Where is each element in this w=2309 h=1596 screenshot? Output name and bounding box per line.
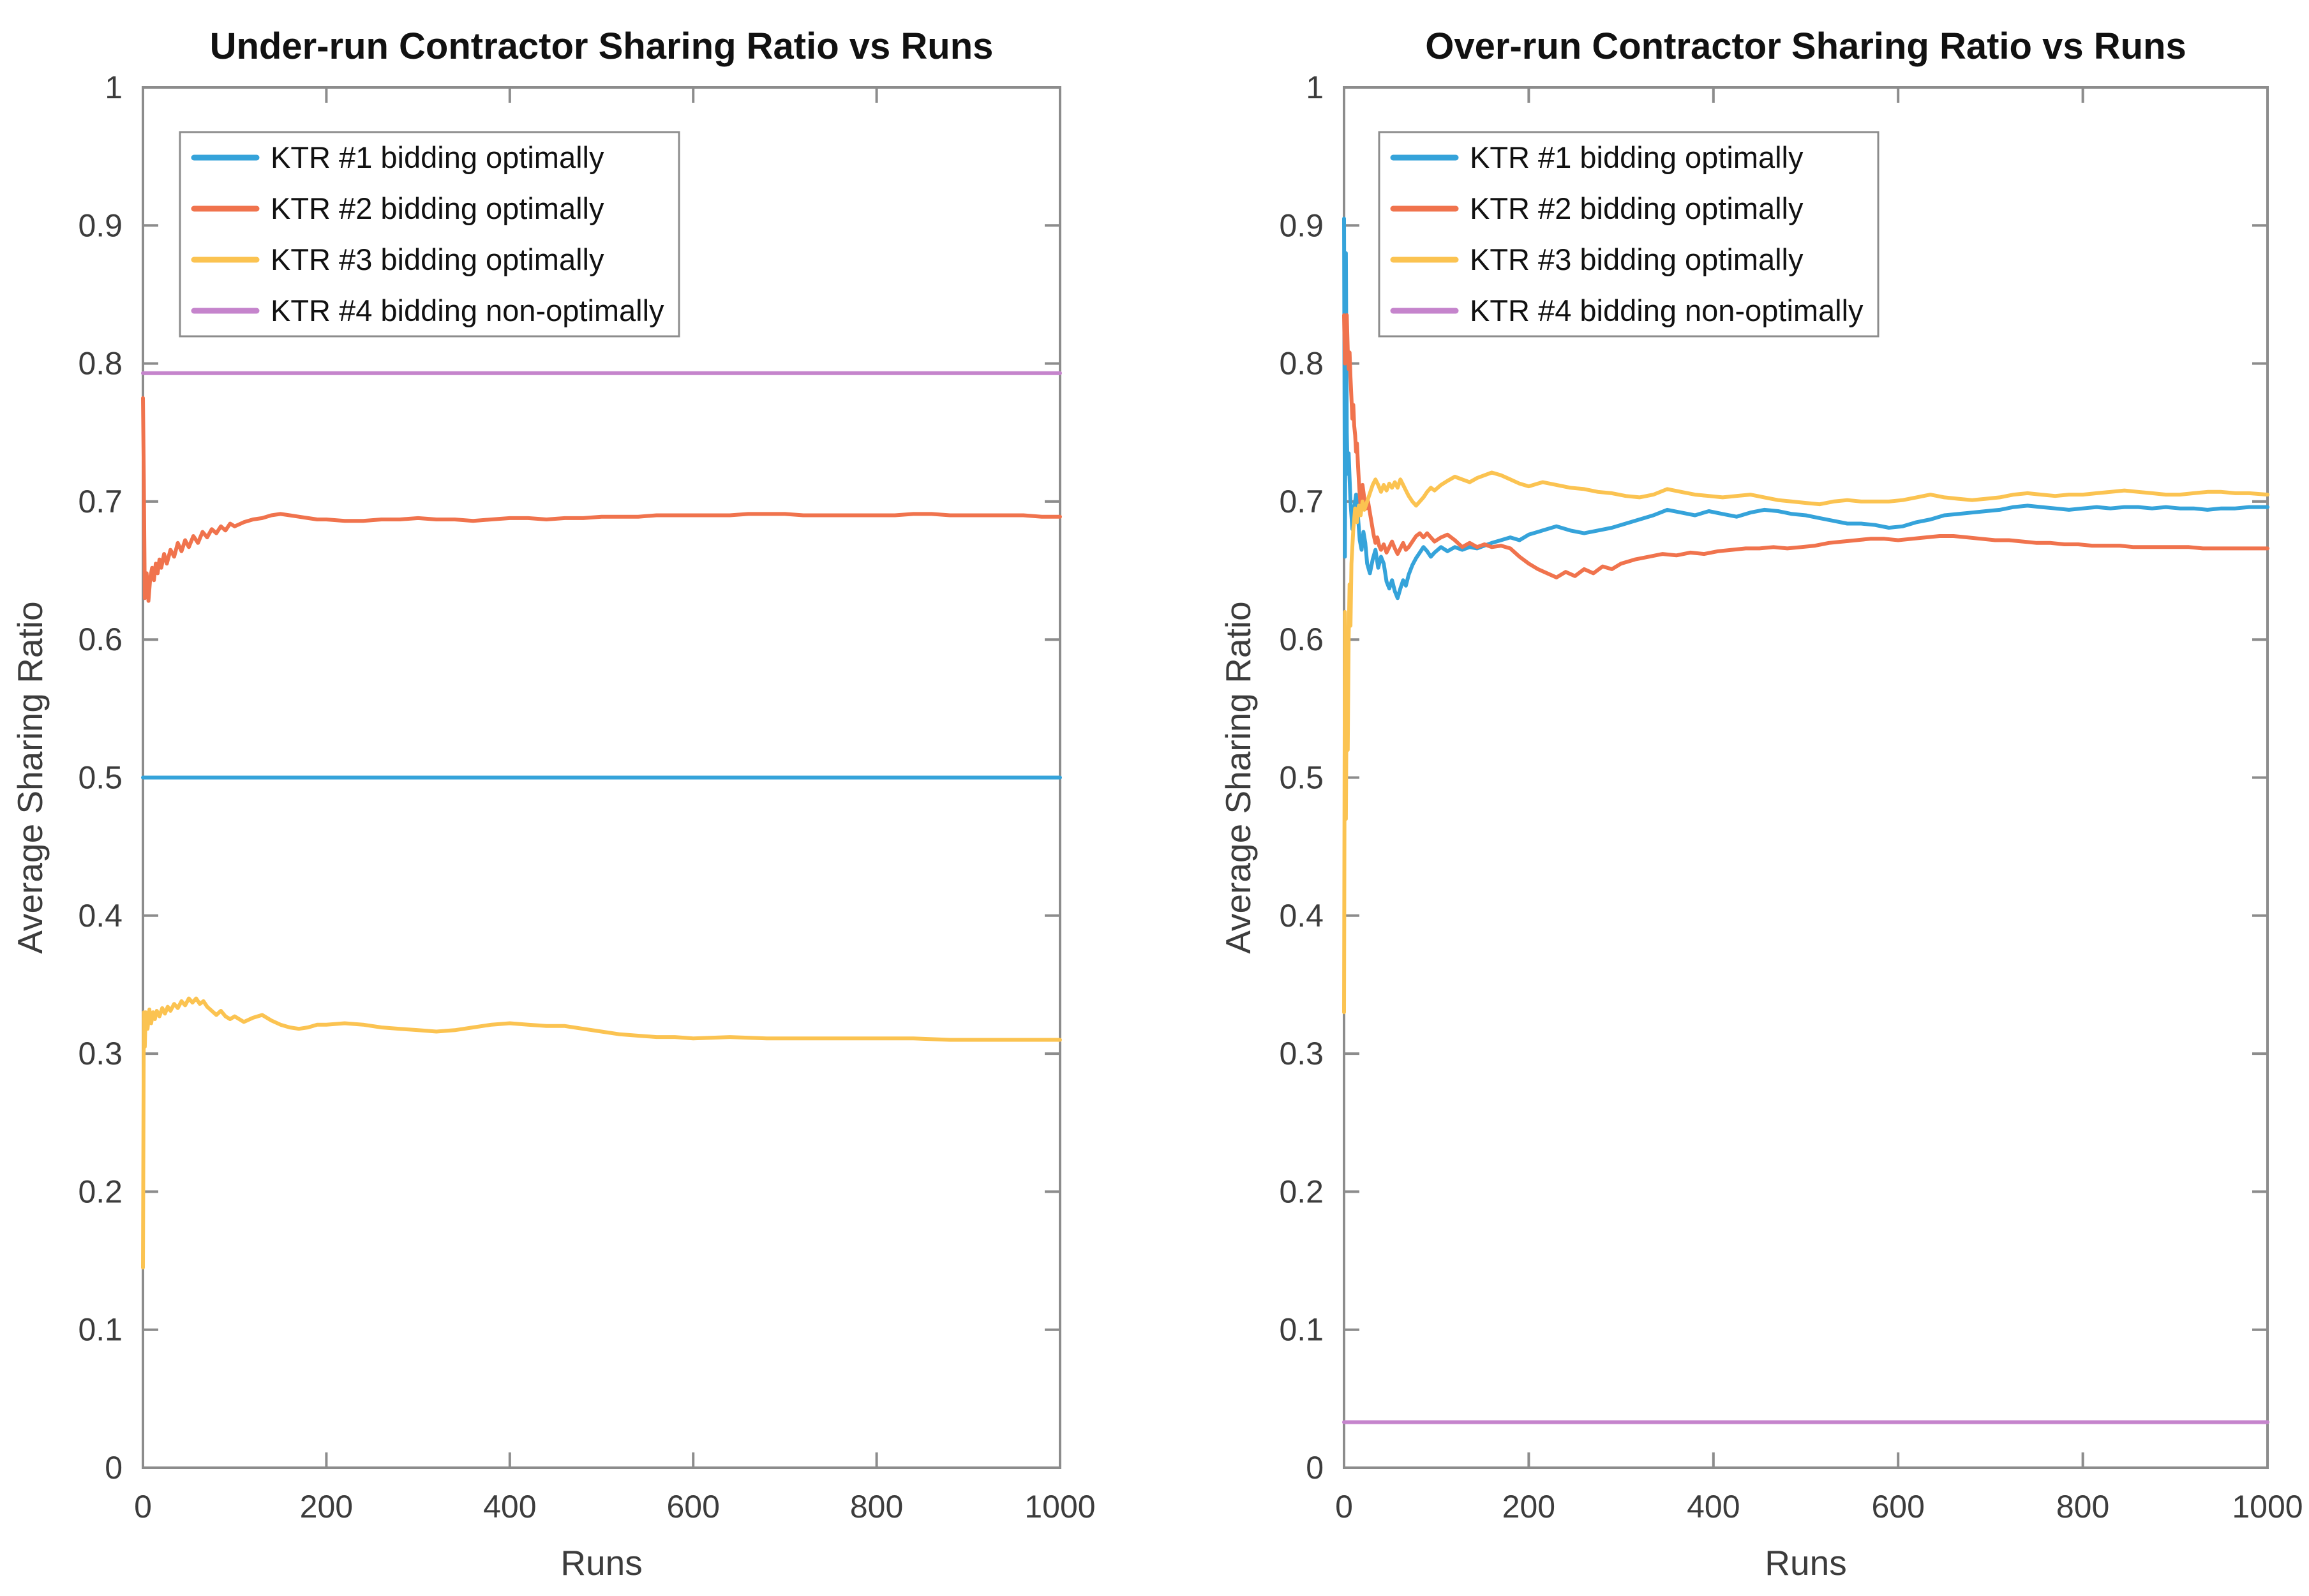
series-line-ktr-2 xyxy=(141,396,1062,603)
legend-box xyxy=(179,131,680,338)
x-tick-label: 400 xyxy=(1687,1489,1740,1525)
y-tick-label: 0.3 xyxy=(1279,1036,1324,1071)
legend-label-ktr-1: KTR #1 bidding optimally xyxy=(271,140,604,174)
y-tick-label: 0.9 xyxy=(1279,207,1324,243)
x-tick-label: 200 xyxy=(1502,1489,1555,1525)
y-tick-label: 0 xyxy=(1306,1450,1324,1486)
y-tick-label: 0.8 xyxy=(1279,346,1324,382)
y-tick-label: 0.5 xyxy=(78,760,123,796)
underrun-chart-svg: 0 200 400 600 800 1000 0 0.1 0.2 0.3 0.4 0.5 0.6 0.7 0… xyxy=(0,0,1154,1596)
legend-label-ktr-2: KTR #2 bidding optimally xyxy=(1470,191,1804,225)
y-tick-label: 0.1 xyxy=(1279,1312,1324,1348)
y-tick-label: 0.4 xyxy=(1279,898,1324,934)
y-tick-label: 0.7 xyxy=(1279,484,1324,519)
y-tick-label: 0.5 xyxy=(1279,760,1324,796)
y-tick-label: 0.9 xyxy=(78,207,123,243)
x-tick-label: 0 xyxy=(134,1489,152,1525)
y-tick-label: 0.6 xyxy=(78,622,123,657)
y-tick-label: 0.3 xyxy=(78,1036,123,1071)
chart-title: Over-run Contractor Sharing Ratio vs Run… xyxy=(1425,26,2186,67)
y-tick-label: 0 xyxy=(105,1450,123,1486)
legend-label-ktr-4: KTR #4 bidding non-optimally xyxy=(1470,294,1864,327)
overrun-chart-svg: 0 200 400 600 800 1000 0 0.1 0.2 0.3 0.4 0.5 0.6 0.7 0… xyxy=(1154,0,2309,1596)
legend-label-ktr-2: KTR #2 bidding optimally xyxy=(271,191,604,225)
x-tick-label: 200 xyxy=(300,1489,353,1525)
y-tick-label: 0.4 xyxy=(78,898,123,934)
y-axis-label: Average Sharing Ratio xyxy=(1218,601,1258,953)
x-tick-label: 1000 xyxy=(2232,1489,2303,1525)
x-tick-label: 1000 xyxy=(1024,1489,1095,1525)
y-tick-label: 1 xyxy=(105,70,123,105)
y-tick-label: 1 xyxy=(1306,70,1324,105)
legend-label-ktr-3: KTR #3 bidding optimally xyxy=(271,242,604,276)
y-tick-label: 0.2 xyxy=(78,1174,123,1209)
y-tick-label: 0.2 xyxy=(1279,1174,1324,1209)
x-tick-label: 0 xyxy=(1335,1489,1353,1525)
x-tick-label: 400 xyxy=(483,1489,536,1525)
x-tick-label: 800 xyxy=(850,1489,903,1525)
series-line-ktr-2 xyxy=(1342,313,2269,579)
y-axis-label: Average Sharing Ratio xyxy=(10,601,50,953)
y-tick-label: 0.7 xyxy=(78,484,123,519)
y-tick-label: 0.6 xyxy=(1279,622,1324,657)
x-tick-label: 600 xyxy=(1871,1489,1924,1525)
overrun-chart: 0 200 400 600 800 1000 0 0.1 0.2 0.3 0.4 0.5 0.6 0.7 0… xyxy=(1154,0,2309,1596)
legend-label-ktr-4: KTR #4 bidding non-optimally xyxy=(271,294,664,327)
y-tick-label: 0.1 xyxy=(78,1312,123,1348)
series-line-ktr-3 xyxy=(1342,470,2269,1015)
series-line-ktr-1 xyxy=(1342,216,2269,600)
x-tick-label: 800 xyxy=(2056,1489,2109,1525)
y-tick-label: 0.8 xyxy=(78,346,123,382)
chart-title: Under-run Contractor Sharing Ratio vs Ru… xyxy=(210,26,994,67)
legend-box xyxy=(1378,131,1879,338)
legend-label-ktr-3: KTR #3 bidding optimally xyxy=(1470,242,1804,276)
x-axis-label: Runs xyxy=(1765,1543,1846,1583)
x-tick-label: 600 xyxy=(666,1489,719,1525)
underrun-chart: 0 200 400 600 800 1000 0 0.1 0.2 0.3 0.4 0.5 0.6 0.7 0… xyxy=(0,0,1154,1596)
legend-label-ktr-1: KTR #1 bidding optimally xyxy=(1470,140,1804,174)
x-axis-label: Runs xyxy=(560,1543,642,1583)
series-line-ktr-3 xyxy=(141,996,1062,1270)
